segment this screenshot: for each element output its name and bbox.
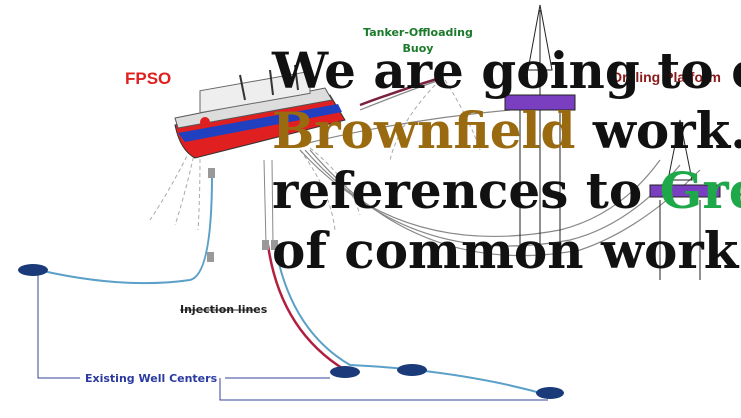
wells-label: Existing Well Centers bbox=[85, 372, 218, 385]
overlay-line: We are going to c bbox=[271, 41, 741, 100]
overlay-segment: references to bbox=[272, 161, 660, 220]
overlay-segment: Brownfield bbox=[272, 101, 575, 160]
injection-label: Injection lines bbox=[180, 303, 268, 316]
overlay-line: of common work bbox=[272, 221, 740, 280]
diagram: FPSO Tanker-Offloading Buoy Drilling Pla… bbox=[0, 0, 741, 418]
buoy-label: Tanker-Offloading bbox=[363, 26, 473, 39]
overlay-segment: work. bbox=[575, 101, 741, 160]
overlay-line: Brownfield work. bbox=[272, 101, 741, 160]
overlay-segment: of common work bbox=[272, 221, 740, 280]
fpso-label: FPSO bbox=[125, 69, 171, 88]
page: FPSO Tanker-Offloading Buoy Drilling Pla… bbox=[0, 0, 741, 418]
overlay-line: references to Gre bbox=[272, 161, 741, 220]
overlay-segment: Gre bbox=[660, 161, 741, 220]
overlay-segment: We are going to c bbox=[271, 41, 741, 100]
